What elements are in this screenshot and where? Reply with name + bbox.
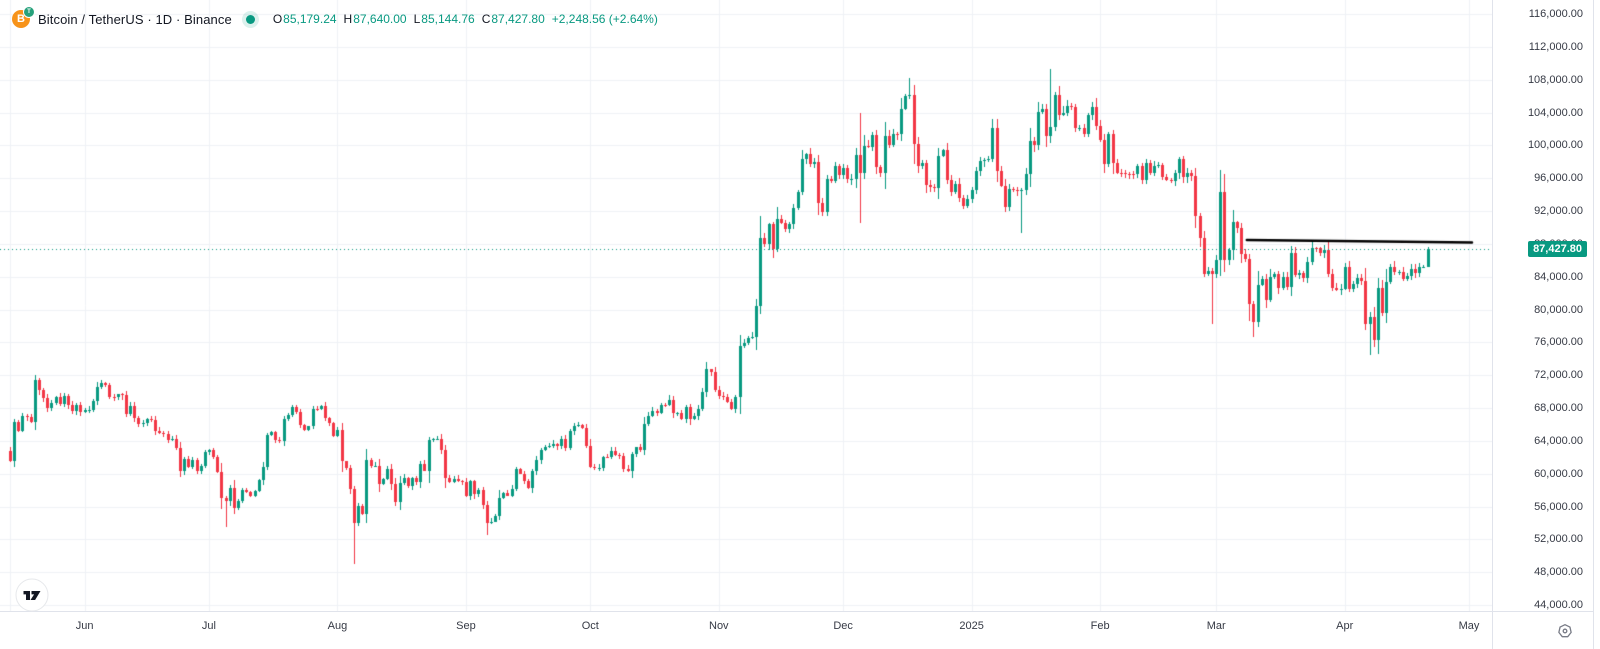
price-tick-label: 92,000.00 (1534, 205, 1583, 217)
chart-settings-icon[interactable] (1557, 623, 1573, 639)
time-axis[interactable]: Jun Jul Aug Sep Oct Nov Dec 2025 Feb Mar Apr May (0, 611, 1593, 649)
tradingview-logo-icon (15, 578, 49, 612)
change-value: +2,248.56 (+2.64%) (551, 12, 658, 26)
open-value: 85,179.24 (283, 12, 337, 26)
price-tick-label: 104,000.00 (1527, 106, 1583, 119)
open-label: O (272, 12, 283, 26)
price-tick-label: 112,000.00 (1528, 40, 1583, 53)
ohlc-readout: O 85,179.24 H 87,640.00 L 85,144.76 C 87,427… (273, 12, 658, 26)
price-tick-label: 116,000.00 (1528, 8, 1583, 20)
time-tick-label: Apr (1336, 620, 1354, 632)
tether-logo-icon: T (23, 6, 35, 18)
close-value: 87,427.80 (491, 12, 545, 26)
tradingview-logo[interactable] (15, 578, 49, 612)
price-tick-label: 56,000.00 (1534, 500, 1583, 513)
price-tick-label: 60,000.00 (1534, 467, 1583, 480)
last-price-badge: 87,427.80 (1528, 240, 1587, 257)
high-label: H (343, 12, 353, 26)
gear-icon (1558, 624, 1572, 638)
price-tick-label: 96,000.00 (1534, 172, 1583, 185)
series-status-dot (245, 14, 255, 24)
symbol-title[interactable]: Bitcoin / TetherUS · 1D · Binance (38, 11, 232, 27)
time-tick-label: Oct (581, 620, 599, 632)
price-tick-label: 64,000.00 (1534, 434, 1583, 447)
price-tick-label: 76,000.00 (1534, 336, 1583, 349)
low-value: 85,144.76 (421, 12, 475, 26)
time-tick-label: Mar (1206, 620, 1226, 632)
price-axis-separator (1492, 0, 1493, 649)
price-tick-label: 84,000.00 (1534, 270, 1583, 283)
price-tick-label: 52,000.00 (1534, 533, 1583, 546)
time-tick-label: Sep (456, 620, 476, 632)
price-tick-label: 72,000.00 (1534, 369, 1583, 382)
time-tick-label: 2025 (959, 620, 984, 632)
time-tick-label: Dec (833, 620, 853, 632)
price-tick-label: 100,000.00 (1527, 139, 1583, 152)
time-tick-label: Feb (1090, 620, 1110, 632)
high-value: 87,640.00 (353, 12, 407, 26)
low-label: L (413, 12, 421, 26)
price-tick-label: 68,000.00 (1534, 402, 1583, 414)
price-tick-label: 80,000.00 (1534, 303, 1583, 316)
time-tick-label: Jun (75, 620, 94, 632)
price-tick-label: 44,000.00 (1534, 599, 1583, 611)
right-edge-separator (1593, 0, 1594, 649)
time-tick-label: Jul (201, 620, 216, 632)
btc-usdt-pair-logo: B T (12, 6, 35, 28)
time-tick-label: Aug (327, 620, 348, 632)
price-tick-label: 48,000.00 (1534, 566, 1583, 579)
price-tick-label: 108,000.00 (1527, 73, 1583, 86)
price-axis[interactable]: 87,427.80 116,000.00 112,000.00 108,000.00… (1492, 0, 1593, 649)
time-tick-label: May (1458, 620, 1480, 632)
close-label: C (481, 12, 491, 26)
time-tick-label: Nov (709, 620, 729, 632)
